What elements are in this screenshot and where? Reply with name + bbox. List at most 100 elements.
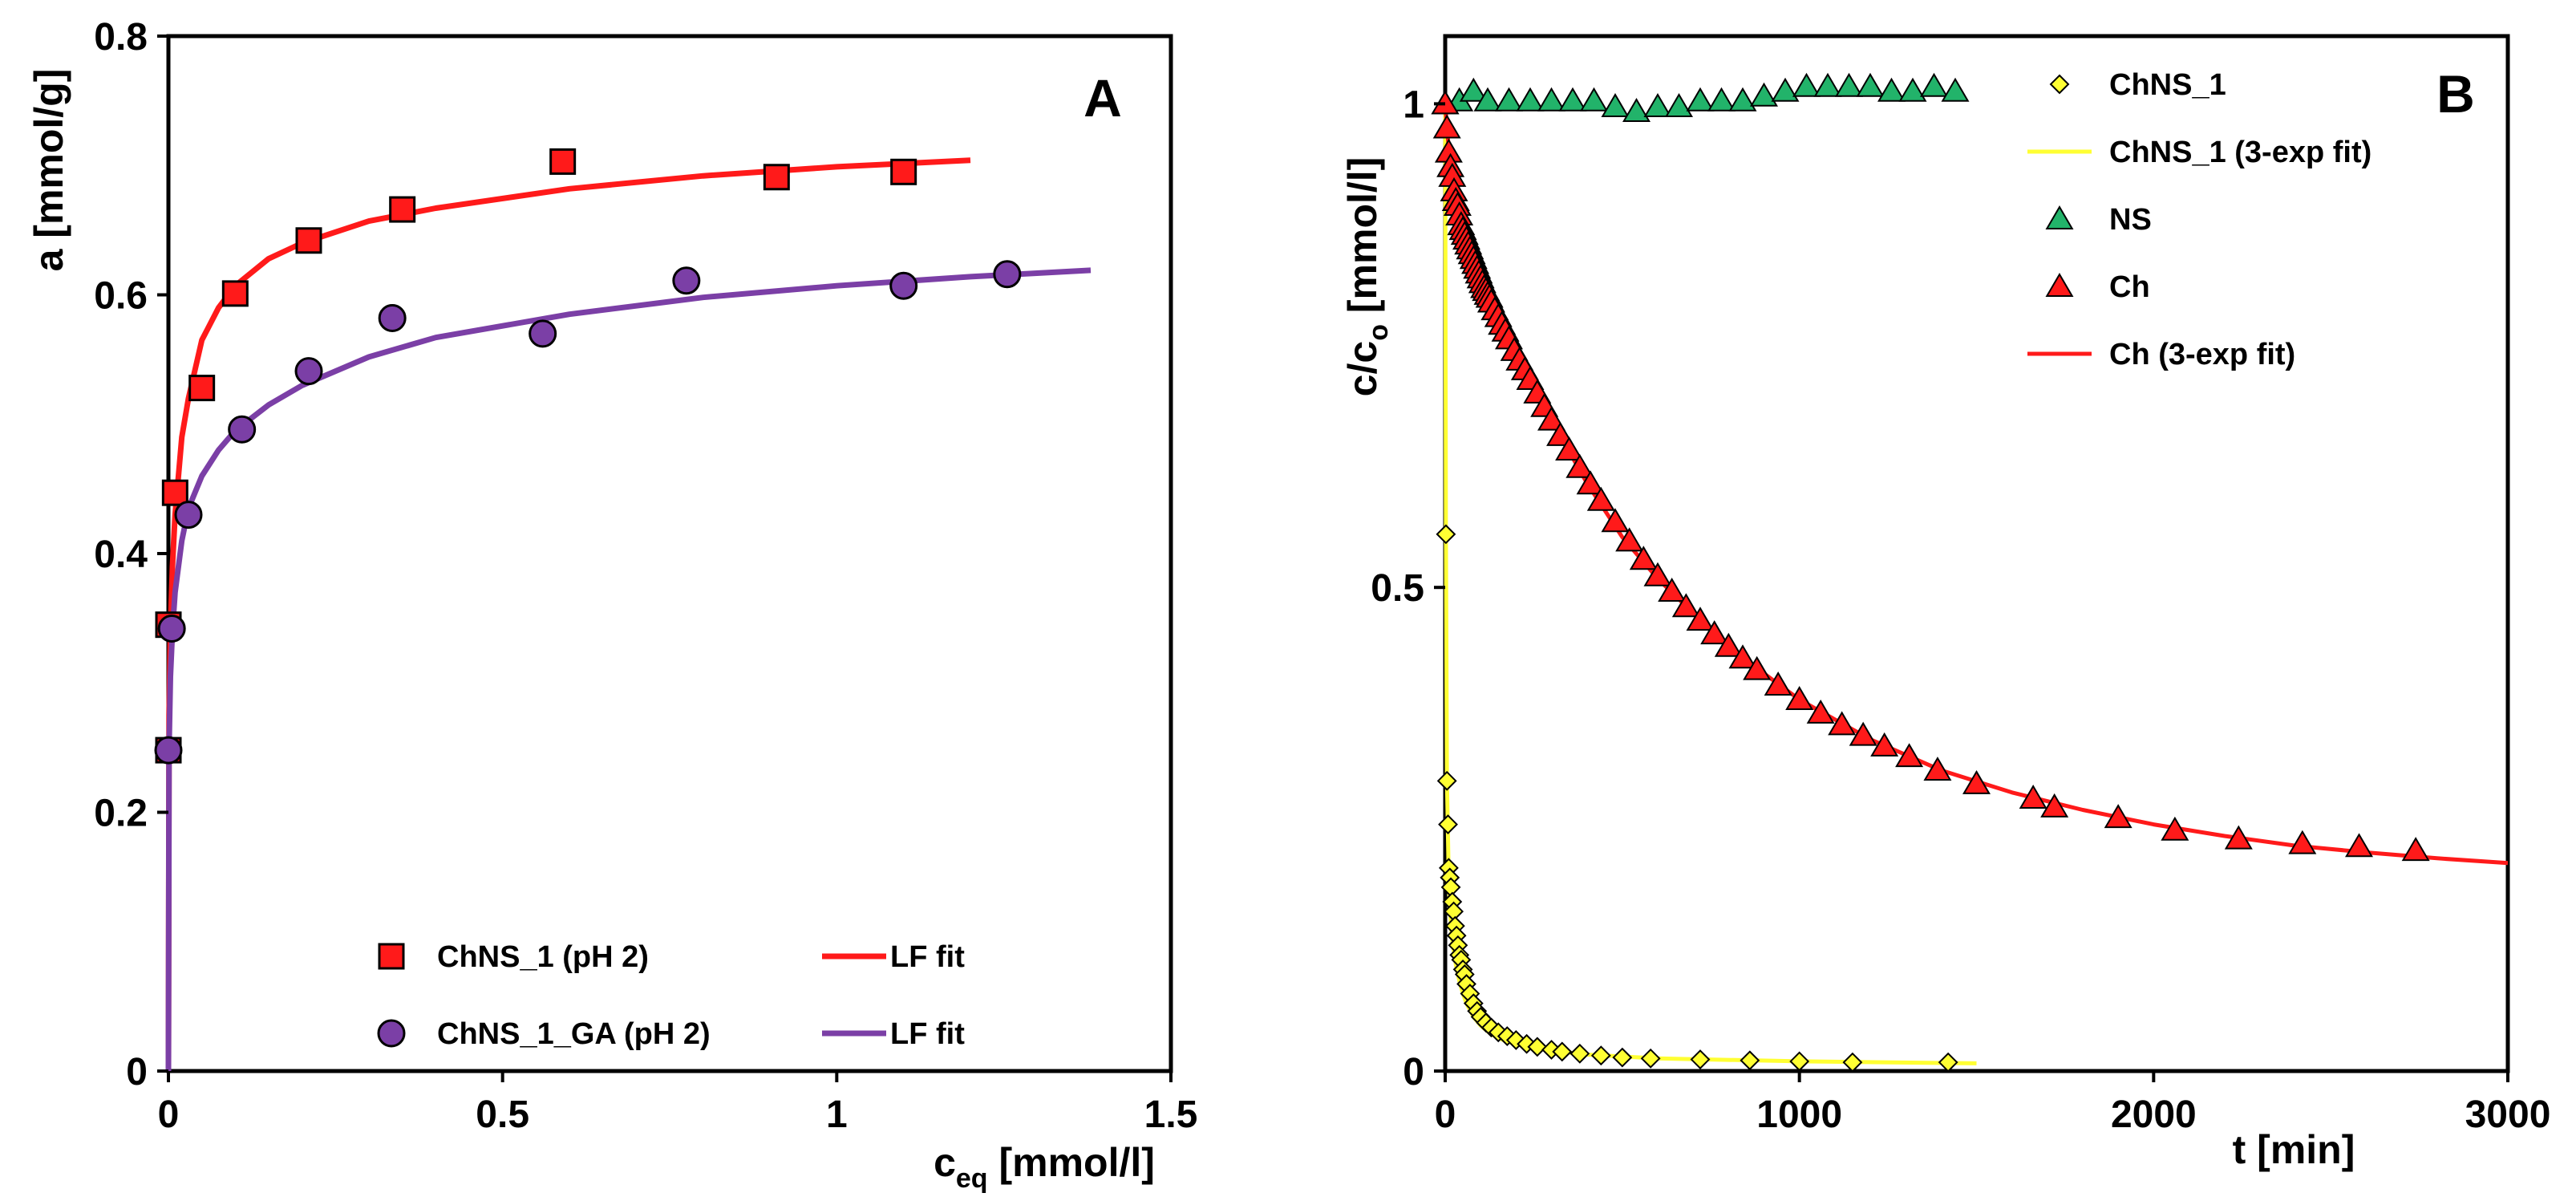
panel-a-label: A [1083, 68, 1122, 128]
panel-b-point-ch [1671, 593, 1700, 618]
panel-b-point-ch [1565, 453, 1594, 478]
panel-b-legend-label: NS [2109, 203, 2152, 237]
panel-a-y-tick-label: 0.2 [94, 793, 148, 835]
panel-b-point-ch [1806, 699, 1835, 724]
panel-b-point-ns [1558, 87, 1587, 112]
panel-b-point-ch [1643, 562, 1672, 586]
panel-b-point-chns-1 [1690, 1049, 1711, 1069]
panel-a-x-axis-label: ceq [mmol/l] [934, 1140, 1155, 1194]
panel-b-legend-label: ChNS_1 [2109, 68, 2226, 102]
panel-b-point-ch [1686, 607, 1715, 631]
panel-b-point-ch [1601, 508, 1630, 533]
panel-b-point-ch [1728, 644, 1757, 669]
panel-b-point-ch [2401, 837, 2430, 862]
panel-b-point-ns [1686, 87, 1715, 112]
panel-b-legend-swatch-triangle [2045, 273, 2074, 297]
panel-b-point-ch [1586, 486, 1615, 511]
panel-b-point-ns [1877, 77, 1906, 102]
panel-b-x-tick-label: 1000 [1756, 1093, 1842, 1136]
panel-b-point-ch [1576, 470, 1605, 495]
panel-b-point-chns-1 [1436, 770, 1457, 791]
panel-a-point-chns-1-ph-2 [161, 479, 188, 506]
panel-b-point-chns-1 [1938, 1052, 1958, 1073]
panel-a-axes: 0 0.5 1 1.5 0 0.2 0.4 0.6 0.8 [94, 16, 1197, 1136]
panel-b-point-ns [1792, 72, 1821, 97]
panel-b-point-ns [1728, 87, 1757, 112]
panel-a-point-chns-1-ga-ph-2 [294, 357, 323, 386]
panel-b-point-ns [1941, 77, 1970, 102]
panel-b-point-ch [2040, 793, 2069, 818]
panel-b-point-ch [1849, 721, 1877, 746]
panel-b-series-line-ch-3-exp-fit [1443, 103, 2509, 866]
panel-b-point-chns-1 [1527, 1037, 1548, 1057]
panel-a-legend-swatch-circle [377, 1019, 406, 1048]
panel-b-legend-label: Ch (3-exp fit) [2109, 338, 2295, 371]
panel-b-point-ch [1629, 546, 1658, 570]
panel-a-x-label-main: c [934, 1140, 956, 1185]
panel-b-point-ch [1962, 769, 1991, 794]
panel-b-point-ns [1813, 72, 1842, 97]
panel-a-point-chns-1-ph-2 [295, 227, 322, 254]
panel-b-point-ch [2345, 833, 2373, 858]
panel-b-x-tick-label: 2000 [2111, 1093, 2197, 1136]
panel-b-point-chns-1 [1789, 1051, 1810, 1072]
panel-a-legend-item-lf-fit: LF fit [822, 1017, 965, 1051]
panel-a-x-tick-label: 0 [158, 1093, 180, 1136]
panel-b-y-label-sub: o [1363, 324, 1394, 341]
panel-b-y-tick-label: 0.5 [1371, 567, 1424, 610]
panel-a-point-chns-1-ga-ph-2 [157, 615, 186, 643]
panel-a-plot-frame [166, 34, 1173, 1073]
panel-b-point-ch [1546, 421, 1575, 446]
panel-a-y-tick-label: 0.4 [94, 534, 148, 576]
panel-b-point-ch [1828, 711, 1857, 736]
panel-b-point-chns-1 [1612, 1047, 1633, 1068]
panel-a-point-chns-1-ga-ph-2 [889, 271, 918, 300]
panel-a-point-chns-1-ga-ph-2 [378, 304, 407, 333]
panel-b-point-ch [1870, 732, 1899, 757]
panel-a-point-chns-1-ph-2 [549, 148, 577, 175]
panel-b-y-axis-label: c/co [mmol/l] [1340, 157, 1394, 397]
panel-b-point-chns-1 [1552, 1041, 1573, 1062]
panel-a-point-chns-1-ph-2 [890, 158, 917, 185]
panel-a-x-label-sub: eq [956, 1163, 988, 1194]
panel-a-legend-label: ChNS_1_GA (pH 2) [437, 1017, 711, 1051]
panel-a-legend-label: LF fit [890, 940, 965, 974]
panel-b-point-ns [1459, 77, 1488, 102]
panel-b-legend-item-ch-3-exp-fit: Ch (3-exp fit) [2027, 338, 2295, 371]
panel-b-point-ch [1432, 114, 1461, 139]
panel-b-point-ns [1856, 72, 1885, 97]
panel-a-legend-label: LF fit [890, 1017, 965, 1051]
panel-b-point-ch [1743, 655, 1772, 680]
panel-b-legend: ChNS_1 ChNS_1 (3-exp fit) NS Ch Ch (3-exp fi… [2027, 68, 2371, 371]
panel-b-y-tick-label: 1 [1403, 83, 1424, 126]
panel-b-point-ch [1555, 436, 1584, 461]
panel-a-x-tick-label: 0.5 [476, 1093, 529, 1136]
panel-a-legend-item-chns-1-ga-ph-2: ChNS_1_GA (pH 2) [377, 1017, 711, 1051]
panel-b-point-ns [1835, 72, 1863, 97]
panel-a-point-chns-1-ga-ph-2 [228, 415, 257, 444]
panel-b-point-ch [1615, 527, 1644, 552]
panel-a-y-tick-label: 0.8 [94, 16, 148, 59]
panel-b-point-ch [1764, 671, 1792, 696]
panel-b-legend-item-ns: NS [2045, 203, 2152, 237]
panel-b-series-line-chns-1-3-exp-fit [1443, 103, 1977, 1065]
panel-b-point-chns-1 [1569, 1043, 1590, 1064]
panel-a-point-chns-1-ga-ph-2 [993, 260, 1022, 289]
panel-b-point-ch [1700, 620, 1729, 645]
panel-b-point-ch [1785, 686, 1814, 711]
panel-b-y-tick-label: 0 [1403, 1051, 1424, 1093]
panel-b-point-chns-1 [1436, 524, 1456, 545]
panel-b-legend-swatch-triangle [2045, 205, 2074, 229]
panel-b-point-ch [2161, 816, 2189, 841]
panel-b-point-chns-1 [1740, 1050, 1760, 1071]
panel-a-point-chns-1-ph-2 [221, 280, 249, 307]
panel-b-point-ns [1537, 87, 1565, 112]
panel-b-marks [1431, 72, 2509, 1073]
panel-b-point-ns [1580, 87, 1608, 112]
panel-a-point-chns-1-ph-2 [188, 375, 216, 402]
panel-a-x-tick-label: 1.5 [1144, 1093, 1198, 1136]
panel-a-point-chns-1-ga-ph-2 [154, 736, 183, 765]
panel-b-legend-item-ch: Ch [2045, 270, 2150, 304]
panel-b-point-chns-1 [1590, 1045, 1611, 1066]
